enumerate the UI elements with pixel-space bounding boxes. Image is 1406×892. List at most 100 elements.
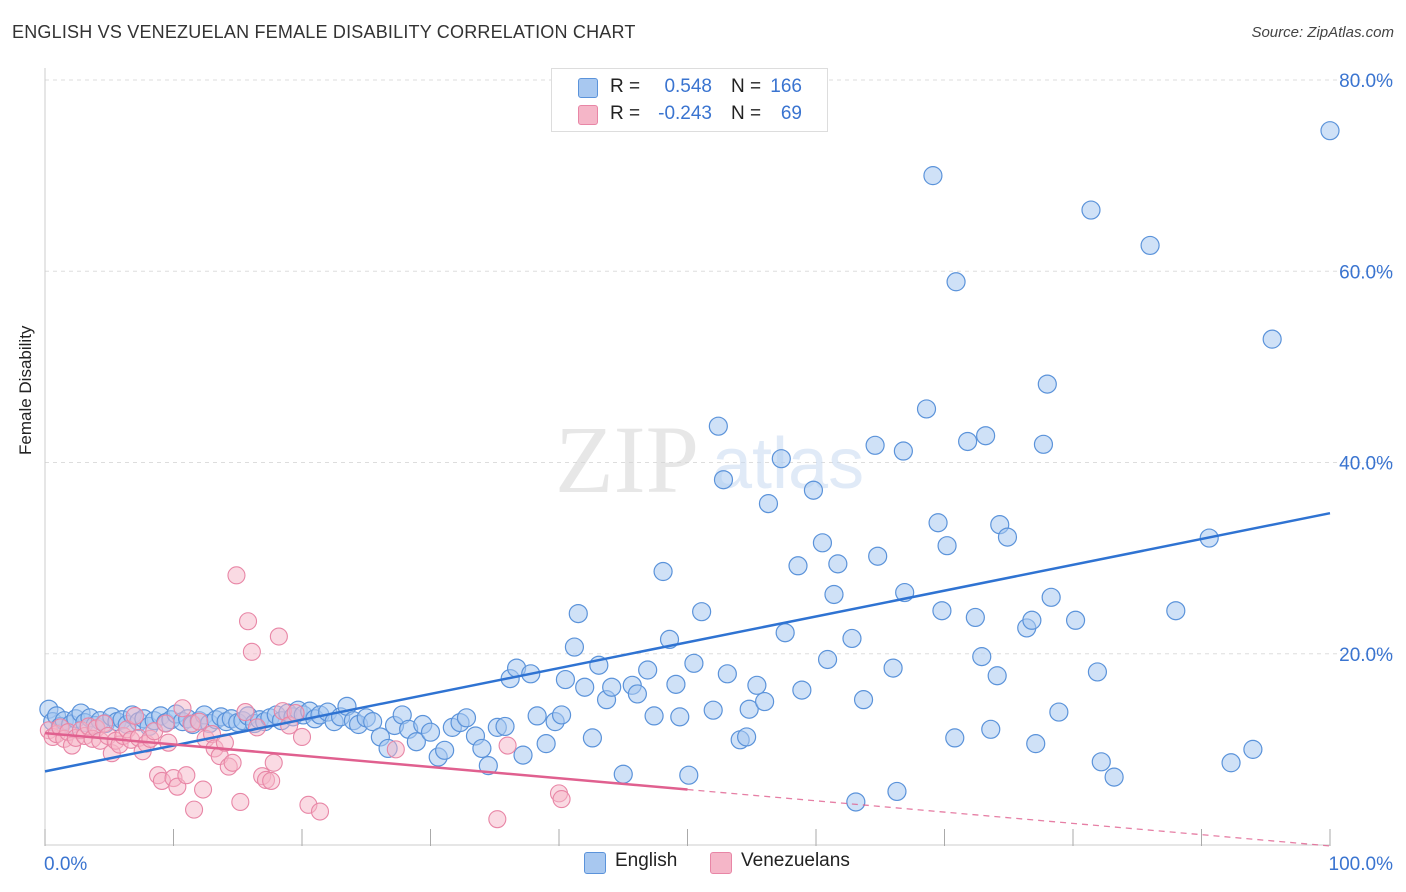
english-point — [747, 675, 767, 695]
english-point — [739, 699, 759, 719]
english-point — [536, 734, 556, 754]
legend-row-venezuelan: R = -0.243 N = 69 — [552, 101, 827, 127]
english-point — [965, 607, 985, 628]
english-point — [1065, 610, 1086, 630]
venezuelan-point — [269, 627, 288, 646]
series-legend: English Venezuelans — [0, 850, 1406, 878]
english-point — [987, 666, 1007, 686]
r-label: R = — [610, 103, 641, 124]
english-point — [754, 691, 775, 712]
venezuelan-point — [498, 736, 517, 755]
english-point — [812, 533, 833, 553]
english-point — [1140, 235, 1160, 256]
english-point — [1221, 753, 1241, 773]
english-point — [865, 435, 885, 455]
english-point — [513, 745, 533, 765]
english-point — [1041, 587, 1061, 607]
venezuelan-point — [552, 790, 571, 809]
y-axis-title: Female Disability — [16, 325, 35, 455]
venezuelan-point — [292, 727, 312, 746]
english-point — [638, 660, 658, 680]
venezuelan-point — [227, 566, 246, 585]
english-point — [946, 272, 966, 292]
english-point — [495, 716, 515, 737]
english-point — [527, 706, 547, 726]
venezuelan-point — [185, 800, 204, 819]
venezuelan-point — [177, 766, 196, 785]
english-point — [893, 441, 913, 461]
english-point — [406, 732, 426, 752]
english-point — [703, 700, 723, 720]
venezuelan-point — [310, 802, 330, 821]
english-point — [602, 677, 622, 697]
english-point — [435, 740, 455, 760]
venezuelan-point — [264, 753, 283, 772]
venezuelan-point — [242, 642, 261, 661]
venezuelan-point — [194, 780, 213, 799]
english-point — [1022, 610, 1042, 630]
legend-row-english: R = 0.548 N = 166 — [552, 74, 827, 100]
english-point — [887, 781, 907, 802]
english-point — [1091, 752, 1111, 772]
english-point — [472, 738, 492, 759]
english-point — [456, 708, 477, 728]
english-point — [627, 684, 647, 704]
grid-lines — [45, 79, 1395, 655]
english-legend-label: English — [615, 850, 678, 871]
english-point — [1320, 121, 1340, 141]
x-tick-label: 100.0% — [1329, 854, 1394, 875]
english-point — [737, 727, 757, 747]
venezuelan-point — [262, 771, 281, 790]
english-point — [828, 554, 848, 574]
english-point — [717, 664, 737, 684]
english-point — [981, 719, 1001, 739]
r-label: R = — [610, 76, 641, 97]
venezuelan-point — [488, 810, 507, 829]
venezuelan-point — [125, 706, 144, 725]
english-point — [868, 546, 888, 566]
trend-lines — [44, 511, 1331, 847]
english-point — [997, 527, 1018, 547]
english-point — [568, 603, 588, 624]
english-point — [1087, 662, 1108, 682]
venezuelan-point — [231, 792, 250, 812]
n-label: N = — [731, 103, 762, 124]
english-point — [976, 426, 996, 446]
y-tick-label: 60.0% — [1339, 262, 1393, 283]
english-point — [771, 449, 791, 469]
x-tick-label: 0.0% — [44, 854, 87, 875]
english-point — [1262, 329, 1282, 349]
english-point — [937, 536, 957, 556]
english-point — [613, 764, 633, 784]
english-point — [1104, 767, 1124, 787]
english-point — [575, 677, 595, 697]
english-point — [1166, 601, 1186, 621]
english-point — [1033, 434, 1054, 454]
tick-labels: 20.0% 40.0% 60.0% 80.0% 0.0% 100.0% — [44, 71, 1393, 875]
venezuelan-swatch — [578, 105, 598, 125]
r-value: 0.548 — [664, 76, 712, 97]
english-point — [1243, 739, 1263, 759]
english-point — [788, 556, 808, 576]
english-point — [1049, 702, 1069, 722]
english-point — [363, 712, 383, 732]
english-point — [564, 637, 585, 657]
english-point — [679, 765, 699, 785]
english-point — [478, 756, 498, 776]
venezuelan-point — [223, 753, 242, 772]
r-value: -0.243 — [658, 103, 712, 124]
english-point — [670, 707, 690, 727]
venezuelan-point — [386, 740, 405, 759]
english-point — [1026, 734, 1046, 754]
n-value: 69 — [780, 103, 802, 124]
english-point — [708, 416, 728, 436]
english-point — [932, 601, 952, 621]
english-trend-line — [44, 511, 1331, 773]
english-point — [684, 653, 704, 673]
english-point — [958, 431, 978, 452]
english-point — [644, 706, 664, 726]
english-point — [713, 470, 734, 490]
venezuelan-point — [156, 714, 175, 733]
english-point — [883, 658, 903, 678]
source-label: Source: ZipAtlas.com — [1251, 24, 1394, 41]
